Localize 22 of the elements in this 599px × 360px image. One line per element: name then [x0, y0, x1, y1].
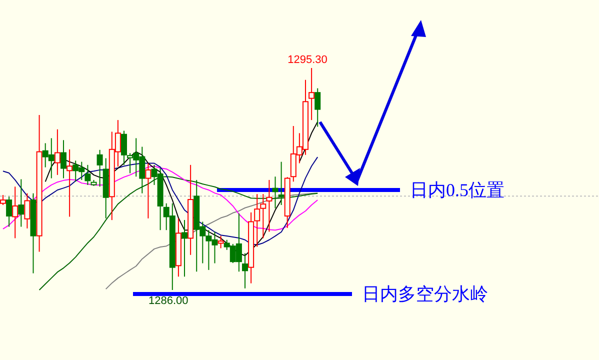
annotation: 1295.30 [288, 54, 328, 66]
candlestick [24, 192, 30, 229]
ref-line-label: 日内多空分水岭 [362, 284, 488, 304]
candlestick [66, 148, 73, 218]
candlestick [84, 164, 91, 186]
candlestick [314, 88, 321, 128]
candlestick [218, 235, 224, 249]
candlestick [182, 220, 188, 278]
candlestick [18, 178, 24, 228]
candlestick [54, 128, 60, 176]
annotation: 1286.00 [148, 295, 188, 307]
ref-line-label: 日内0.5位置 [410, 180, 504, 200]
candlestick [278, 161, 284, 206]
candlestick [266, 179, 272, 232]
candlestick [308, 68, 315, 121]
candlestick [6, 196, 12, 228]
candlestick [60, 140, 66, 179]
candlestick [96, 149, 103, 188]
candlestick [145, 162, 152, 219]
candlestick [242, 252, 248, 289]
candlestick [272, 176, 278, 209]
candlestick [12, 186, 18, 239]
